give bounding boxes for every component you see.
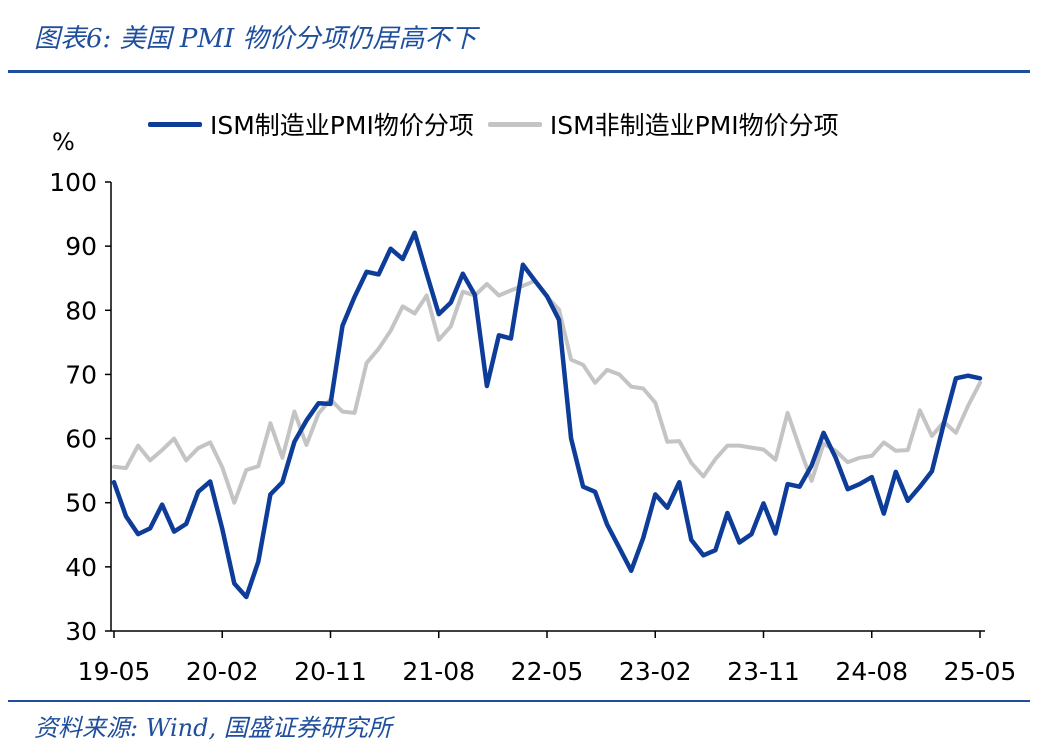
legend-label-mfg: ISM制造业PMI物价分项 (210, 111, 474, 140)
x-tick-label: 21-08 (402, 657, 475, 686)
legend-label-nonmfg: ISM非制造业PMI物价分项 (549, 111, 839, 140)
source-note: 资料来源: Wind, 国盛证券研究所 (34, 714, 392, 742)
y-tick-label: 80 (65, 296, 97, 325)
legend: ISM制造业PMI物价分项 ISM非制造业PMI物价分项 (148, 106, 853, 142)
y-tick-label: 60 (65, 425, 97, 454)
y-unit-label: % (52, 128, 75, 156)
y-tick-label: 90 (65, 232, 97, 261)
x-tick-label: 23-02 (619, 657, 692, 686)
chart-area: % 100 90 80 70 60 50 40 30 19-05 20-02 20-11 21-08 2… (49, 128, 1016, 686)
x-tick-label: 23-11 (727, 657, 800, 686)
legend-item-mfg: ISM制造业PMI物价分项 (148, 106, 474, 142)
legend-item-nonmfg: ISM非制造业PMI物价分项 (487, 106, 839, 142)
axes: 100 90 80 70 60 50 40 30 19-05 20-02 20-11 21-08 22-… (49, 168, 1016, 686)
x-tick-label: 22-05 (511, 657, 584, 686)
y-tick-label: 100 (49, 168, 97, 197)
y-tick-label: 50 (65, 489, 97, 518)
y-tick-label: 30 (65, 617, 97, 646)
series-layer (111, 230, 983, 600)
series-line-nonmfg (112, 278, 982, 505)
x-tick-label: 24-08 (835, 657, 908, 686)
series-line-mfg (111, 230, 983, 600)
x-tick-label: 25-05 (944, 657, 1017, 686)
y-tick-label: 70 (65, 360, 97, 389)
source-rule (8, 700, 1030, 702)
x-tick-label: 19-05 (78, 657, 151, 686)
title-rule (8, 70, 1030, 73)
legend-swatch-mfg (148, 121, 202, 127)
chart-title: 图表6: 美国 PMI 物价分项仍居高不下 (34, 24, 477, 54)
x-tick-label: 20-11 (294, 657, 367, 686)
x-tick-label: 20-02 (186, 657, 259, 686)
y-tick-label: 40 (65, 553, 97, 582)
legend-swatch-nonmfg (487, 121, 542, 127)
